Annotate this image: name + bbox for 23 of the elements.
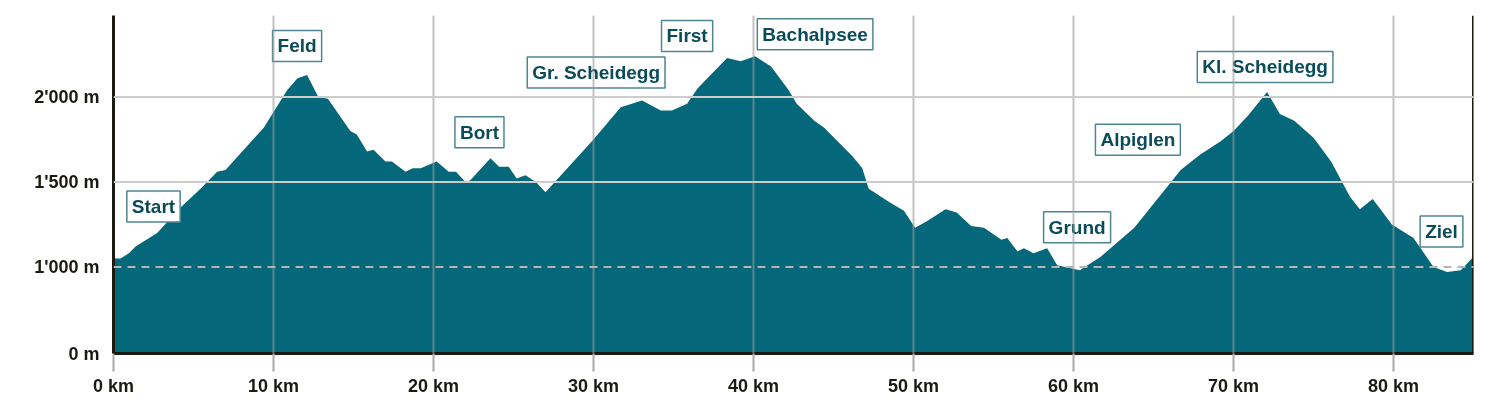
x-tick-label: 80 km — [1367, 375, 1420, 396]
y-tick-label: 1'500 m — [34, 171, 100, 192]
annotation: Start — [131, 195, 176, 217]
annotation: Alpiglen — [1100, 129, 1176, 151]
annotation: Gr. Scheidegg — [532, 61, 661, 83]
annotation: First — [666, 25, 709, 47]
x-tick-label: 30 km — [567, 375, 620, 396]
annotation: Bort — [459, 121, 500, 143]
x-tick-label: 20 km — [407, 375, 460, 396]
annotation: Ziel — [1425, 220, 1458, 242]
annotation: Bachalpsee — [762, 23, 868, 45]
x-tick-label: 60 km — [1047, 375, 1100, 396]
annotation: Kl. Scheidegg — [1202, 56, 1328, 78]
x-tick-label: 0 km — [92, 375, 135, 396]
y-tick-label: 0 m — [68, 343, 100, 364]
y-tick-label: 1'000 m — [34, 256, 100, 277]
x-tick-label: 70 km — [1207, 375, 1260, 396]
x-tick-label: 10 km — [247, 375, 300, 396]
x-tick-label: 40 km — [727, 375, 780, 396]
annotation: Grund — [1048, 216, 1106, 238]
x-tick-label: 50 km — [887, 375, 940, 396]
annotation: Feld — [277, 35, 317, 57]
y-tick-label: 2'000 m — [34, 87, 100, 108]
